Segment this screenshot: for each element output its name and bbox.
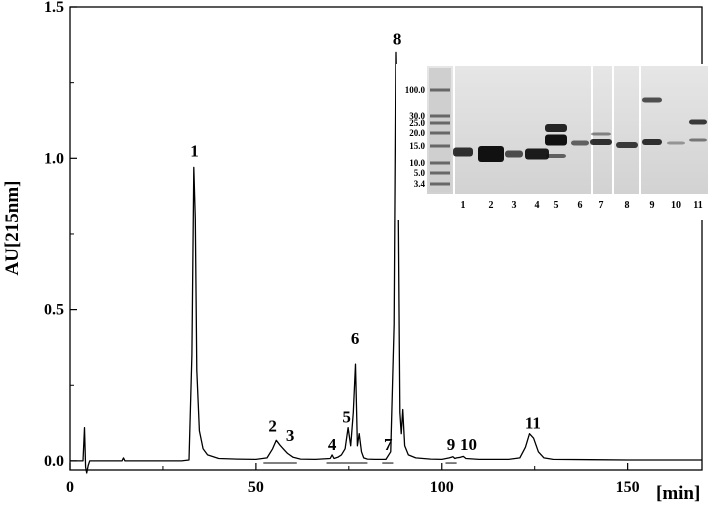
gel-marker-band [430,121,450,125]
chromatogram-trace [70,51,702,474]
gel-band [616,142,638,148]
y-axis-label: AU[215nm] [2,181,23,276]
gel-band [642,97,662,103]
gel-lane-label: 8 [625,200,630,211]
y-tick-label: 0.5 [44,302,64,319]
peak-label: 6 [351,329,360,348]
gel-band [591,132,611,136]
gel-lane-label: 11 [693,200,702,211]
gel-band [667,141,685,145]
gel-lane-label: 6 [578,200,583,211]
gel-band [505,150,523,158]
gel-marker-label: 5.0 [414,168,426,178]
gel-band [642,139,662,145]
gel-lane-label: 1 [461,200,466,211]
gel-marker-lane [429,68,451,192]
y-tick-label: 0.0 [44,453,64,470]
peak-label: 8 [393,29,402,48]
gel-band [689,119,707,125]
gel-band [545,124,567,132]
peak-label: 5 [342,408,351,427]
gel-band [478,146,504,162]
peak-label: 10 [460,435,477,454]
gel-marker-band [430,144,450,148]
y-tick-label: 1.5 [44,0,64,16]
gel-marker-label: 15.0 [409,141,425,151]
gel-marker-label: 20.0 [409,128,425,138]
peak-label: 3 [286,426,295,445]
peak-label: 11 [525,414,541,433]
gel-marker-band [430,182,450,186]
y-tick-label: 1.0 [44,150,64,167]
gel-band [571,140,589,146]
gel-lane-label: 2 [489,200,494,211]
gel-marker-label: 30.0 [409,111,425,121]
x-tick-label: 50 [248,479,264,496]
plot-axes: 0 50 100 150 0.0 0.5 1.0 1.5 [44,0,703,496]
gel-lane-label: 5 [554,200,559,211]
peak-label: 7 [384,435,393,454]
gel-marker-label: 100.0 [405,85,426,95]
peak-label: 2 [268,417,277,436]
gel-band [590,139,612,145]
gel-image [427,66,708,194]
gel-inset: 100.0 30.025.020.0 15.0 10.05.03.4 1 2 3 4 5 6 7 8 9… [396,64,708,220]
peak-label: 4 [328,435,337,454]
gel-lane-label: 7 [599,200,604,211]
gel-marker-band [430,161,450,165]
gel-marker-band [430,131,450,135]
gel-band [689,138,707,142]
x-tick-label: 150 [616,479,640,496]
gel-marker-label: 25.0 [409,118,425,128]
trace-layer [70,51,702,474]
gel-lane-label: 4 [535,200,540,211]
gel-marker-band [430,114,450,118]
gel-band [525,148,549,160]
gel-band [453,147,473,157]
gel-marker-band [430,171,450,175]
x-tick-label: 0 [66,479,74,496]
gel-marker-label: 3.4 [414,179,426,189]
peak-label: 9 [447,435,456,454]
gel-lane-label: 9 [650,200,655,211]
peak-label: 1 [190,141,199,160]
gel-band [546,154,566,158]
gel-lane-label: 10 [671,200,681,211]
gel-marker-band [430,88,450,92]
plot-frame [69,6,703,471]
x-tick-label: 100 [430,479,454,496]
gel-marker-label: 10.0 [409,158,425,168]
gel-band [545,134,567,146]
gel-lane-label: 3 [512,200,517,211]
x-axis-label: [min] [656,483,700,504]
